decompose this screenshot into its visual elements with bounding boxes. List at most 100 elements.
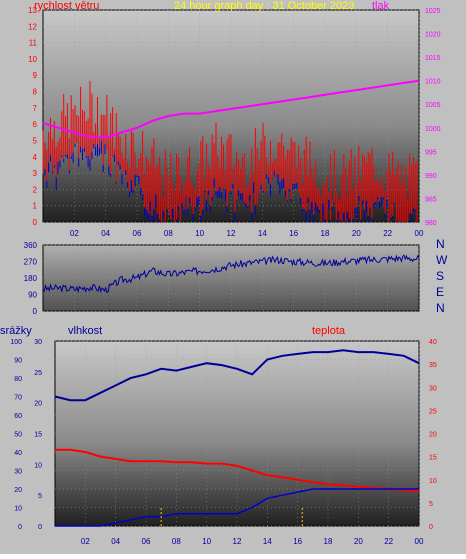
temperature-tick-label: 10	[429, 478, 437, 485]
top-right-tick-label: 980	[425, 220, 437, 227]
top-right-tick-label: 1010	[425, 79, 441, 86]
temperature-tick-label: 5	[429, 501, 433, 508]
top-right-tick-label: 1015	[425, 55, 441, 62]
top-x-tick-label: 06	[133, 229, 142, 238]
bottom-left-title-1: srážky	[0, 325, 32, 337]
direction-label-e: E	[436, 285, 444, 299]
top-x-tick-label: 00	[415, 229, 424, 238]
top-left-tick-label: 6	[33, 120, 38, 129]
top-x-tick-label: 08	[164, 229, 173, 238]
bottom-x-tick-label: 06	[142, 537, 151, 546]
bottom-x-tick-label: 20	[354, 537, 363, 546]
top-right-tick-label: 1025	[425, 8, 441, 15]
top-right-tick-label: 985	[425, 196, 437, 203]
rain-tick-label: 40	[14, 450, 22, 457]
rain-tick-label: 80	[14, 376, 22, 383]
rain-tick-label: 0	[18, 524, 22, 531]
top-x-tick-label: 12	[227, 229, 236, 238]
humidity-tick-label: 10	[34, 462, 42, 469]
rain-tick-label: 70	[14, 395, 22, 402]
bottom-x-tick-label: 18	[324, 537, 333, 546]
top-left-title: rychlost větru	[34, 0, 99, 12]
bottom-x-tick-label: 02	[81, 537, 90, 546]
top-x-tick-label: 04	[101, 229, 110, 238]
rain-tick-label: 20	[14, 487, 22, 494]
bottom-right-title: teplota	[312, 325, 346, 337]
bottom-x-tick-label: 16	[293, 537, 302, 546]
chart-marks-layer: 0123456789101112139809859909951000100510…	[10, 6, 440, 546]
humidity-tick-label: 30	[34, 339, 42, 346]
top-x-tick-label: 02	[70, 229, 79, 238]
direction-tick-label: 90	[28, 291, 37, 300]
temperature-tick-label: 35	[429, 362, 437, 369]
top-x-tick-label: 18	[321, 229, 330, 238]
rain-tick-label: 60	[14, 413, 22, 420]
rain-tick-label: 50	[14, 432, 22, 439]
bottom-x-tick-label: 12	[233, 537, 242, 546]
temperature-tick-label: 15	[429, 455, 437, 462]
bottom-left-title-2: vlhkost	[68, 325, 102, 337]
humidity-series	[54, 349, 420, 402]
direction-label-n-top: N	[436, 237, 445, 251]
rain-series	[55, 488, 419, 527]
top-x-tick-label: 22	[383, 229, 392, 238]
direction-tick-label: 270	[24, 258, 38, 267]
humidity-tick-label: 0	[38, 524, 42, 531]
bottom-x-tick-label: 14	[263, 537, 272, 546]
temperature-tick-label: 25	[429, 408, 437, 415]
top-left-tick-label: 4	[33, 153, 38, 162]
temperature-tick-label: 30	[429, 385, 437, 392]
top-left-tick-label: 11	[29, 39, 38, 48]
top-right-tick-label: 1020	[425, 32, 441, 39]
top-left-tick-label: 5	[33, 136, 38, 145]
temperature-tick-label: 0	[429, 524, 433, 531]
top-right-tick-label: 1000	[425, 126, 441, 133]
top-x-tick-label: 10	[195, 229, 204, 238]
top-center-title: 24 hour graph day : 31 October 2023	[174, 0, 354, 12]
temperature-series	[55, 448, 420, 493]
top-left-tick-label: 2	[33, 185, 38, 194]
humidity-tick-label: 15	[34, 432, 42, 439]
top-x-tick-label: 14	[258, 229, 267, 238]
bottom-x-tick-label: 22	[384, 537, 393, 546]
top-left-tick-label: 8	[33, 88, 38, 97]
humidity-tick-label: 25	[34, 370, 42, 377]
rain-tick-label: 100	[10, 339, 22, 346]
direction-label-w: W	[436, 253, 448, 267]
top-right-tick-label: 1005	[425, 102, 441, 109]
top-right-tick-label: 990	[425, 173, 437, 180]
top-left-tick-label: 13	[28, 6, 37, 15]
rain-tick-label: 90	[14, 358, 22, 365]
top-left-tick-label: 10	[28, 55, 37, 64]
top-x-tick-label: 20	[352, 229, 361, 238]
direction-label-s: S	[436, 269, 444, 283]
rain-tick-label: 10	[14, 506, 22, 513]
top-left-tick-label: 1	[33, 202, 38, 211]
bottom-x-tick-label: 04	[111, 537, 120, 546]
humidity-tick-label: 20	[34, 401, 42, 408]
direction-tick-label: 0	[33, 307, 38, 316]
top-left-tick-label: 9	[33, 71, 38, 80]
humidity-tick-label: 5	[38, 493, 42, 500]
direction-label-n-bottom: N	[436, 301, 445, 315]
bottom-x-tick-label: 00	[415, 537, 424, 546]
top-left-tick-label: 12	[28, 22, 37, 31]
top-right-tick-label: 995	[425, 149, 437, 156]
direction-tick-label: 360	[24, 241, 38, 250]
top-left-tick-label: 3	[33, 169, 38, 178]
wind-base-series	[42, 140, 416, 222]
direction-tick-label: 180	[24, 274, 38, 283]
temperature-tick-label: 20	[429, 432, 437, 439]
top-left-tick-label: 7	[33, 104, 38, 113]
direction-series	[42, 254, 420, 294]
bottom-x-tick-label: 08	[172, 537, 181, 546]
rain-tick-label: 30	[14, 469, 22, 476]
pressure-series	[42, 79, 420, 139]
bottom-x-tick-label: 10	[202, 537, 211, 546]
top-left-tick-label: 0	[33, 218, 38, 227]
wind-speed-series	[42, 81, 418, 222]
top-x-tick-label: 16	[289, 229, 298, 238]
top-right-title: tlak	[372, 0, 390, 12]
